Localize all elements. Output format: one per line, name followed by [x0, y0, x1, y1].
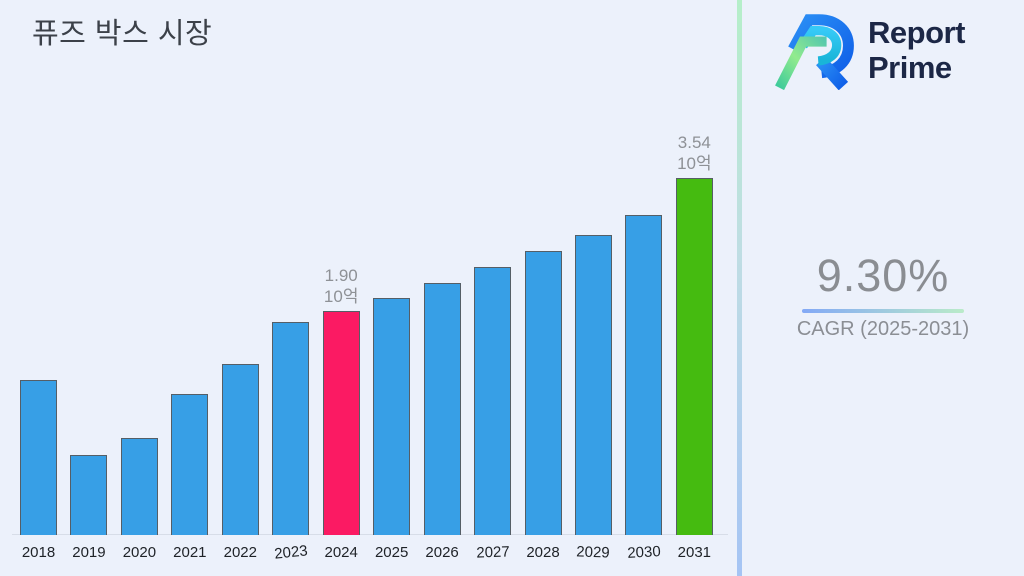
bar-2029 [574, 235, 612, 535]
bar-value-label-2031: 3.54 10억 [654, 132, 734, 176]
cagr-value: 9.30% [816, 250, 950, 301]
cagr-label: CAGR (2025-2031) [796, 318, 970, 340]
x-tick-label-2026: 2026 [425, 544, 459, 561]
bar-2026 [423, 283, 461, 535]
bar-2023 [272, 322, 310, 535]
x-tick-label-2031: 2031 [677, 544, 712, 561]
chart-baseline [12, 534, 728, 535]
x-tick-label-2024: 2024 [324, 544, 358, 561]
x-tick-label-2028: 2028 [526, 544, 560, 561]
bar-value-label-line: 1.90 [324, 265, 358, 285]
bar-value-label-2024: 1.90 10억 [301, 265, 381, 309]
bar-2027 [474, 267, 512, 535]
bar-2019 [70, 455, 108, 535]
bar-2028 [524, 251, 562, 535]
page-title: 퓨즈 박스 시장 [32, 18, 213, 50]
bar-2030 [625, 215, 663, 535]
vertical-divider [737, 0, 742, 576]
bar-value-label-line: 10억 [323, 287, 359, 307]
bar-value-label-line: 10억 [677, 154, 712, 174]
logo-text-line1: Report [868, 15, 965, 50]
x-tick-label-2022: 2022 [223, 544, 257, 561]
x-tick-label-2021: 2021 [173, 544, 207, 561]
bar-2018 [20, 380, 57, 535]
cagr-block: 9.30% CAGR (2025-2031) [796, 250, 970, 341]
report-prime-logo: Report Prime [772, 10, 965, 90]
report-prime-logo-mark-icon [775, 14, 854, 90]
bar-2020 [120, 438, 158, 535]
x-tick-label-2025: 2025 [374, 544, 409, 561]
logo-text-line2: Prime [868, 50, 952, 85]
x-tick-label-2019: 2019 [72, 544, 106, 561]
bar-chart: 2018 2019 2020 2021 2022 2023 2024 2025 2026 2027… [12, 132, 734, 563]
bar-2022 [221, 364, 259, 535]
bar-2025 [373, 298, 411, 535]
logo-text: Report Prime [868, 15, 965, 85]
bar-value-label-line: 3.54 [677, 132, 711, 152]
bar-2024 [322, 311, 360, 535]
x-tick-label-2018: 2018 [21, 544, 56, 561]
cagr-underline [802, 309, 964, 313]
x-tick-label-2020: 2020 [122, 544, 157, 561]
bar-2021 [171, 394, 209, 535]
bar-2031 [675, 178, 713, 535]
